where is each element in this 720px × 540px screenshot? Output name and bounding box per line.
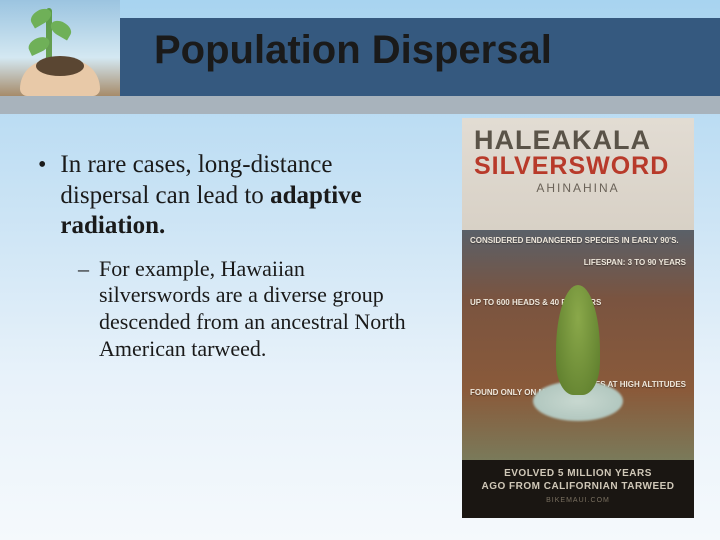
poster-title-line1: HALEAKALA bbox=[474, 128, 682, 154]
poster-fact: CONSIDERED ENDANGERED SPECIES IN EARLY 9… bbox=[470, 236, 679, 245]
silversword-plant-icon bbox=[556, 285, 600, 395]
poster-bottom-line2: AGO FROM CALIFORNIAN TARWEED bbox=[462, 481, 694, 494]
seedling-image bbox=[0, 0, 120, 96]
sub-bullet-marker: – bbox=[78, 256, 89, 282]
slide-title: Population Dispersal bbox=[154, 28, 552, 73]
sub-bullet-text: For example, Hawaiian silverswords are a… bbox=[99, 256, 418, 363]
bullet-marker: • bbox=[38, 150, 46, 180]
bullet-item: • In rare cases, long-distance dispersal… bbox=[38, 150, 418, 242]
soil-icon bbox=[36, 56, 84, 76]
poster-footer: EVOLVED 5 MILLION YEARS AGO FROM CALIFOR… bbox=[462, 460, 694, 518]
poster-fact: LIFESPAN: 3 TO 90 YEARS bbox=[584, 258, 686, 267]
content-area: • In rare cases, long-distance dispersal… bbox=[38, 150, 418, 363]
sub-bullet-item: – For example, Hawaiian silverswords are… bbox=[78, 256, 418, 363]
poster-subtitle: AHINAHINA bbox=[474, 181, 682, 195]
poster-title-line2: SILVERSWORD bbox=[474, 154, 682, 179]
infographic-poster: HALEAKALA SILVERSWORD AHINAHINA CONSIDER… bbox=[462, 118, 694, 518]
poster-bottom-line1: EVOLVED 5 MILLION YEARS bbox=[462, 468, 694, 481]
plant-cone-icon bbox=[556, 285, 600, 395]
poster-header: HALEAKALA SILVERSWORD AHINAHINA bbox=[462, 118, 694, 230]
poster-credit: BIKEMAUI.COM bbox=[462, 497, 694, 504]
header-band-accent bbox=[0, 96, 720, 114]
leaf-icon bbox=[26, 34, 52, 56]
poster-image-area: CONSIDERED ENDANGERED SPECIES IN EARLY 9… bbox=[462, 230, 694, 460]
leaf-icon bbox=[48, 17, 74, 40]
bullet-text: In rare cases, long-distance dispersal c… bbox=[60, 150, 418, 242]
